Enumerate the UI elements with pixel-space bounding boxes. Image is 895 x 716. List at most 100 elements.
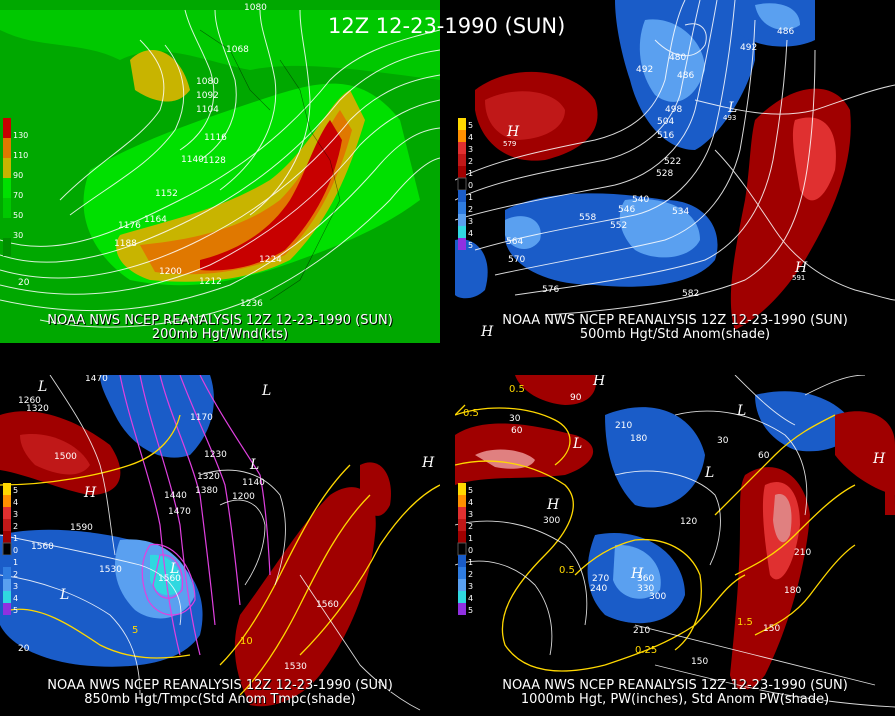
label-1320b: 1320 — [197, 472, 220, 482]
label-534: 534 — [672, 207, 689, 217]
colorbar-anom-pw: 5 4 3 2 1 0 1 2 3 4 5 — [457, 483, 473, 615]
svg-text:2: 2 — [468, 205, 473, 214]
label-1152: 1152 — [155, 189, 178, 199]
label-pw-05-top: 0.5 — [509, 384, 525, 395]
high-marker-e1000: H — [872, 451, 886, 467]
label-1104: 1104 — [196, 105, 219, 115]
label-pw-15: 1.5 — [737, 617, 753, 628]
label-1440: 1440 — [164, 491, 187, 501]
label-480: 480 — [669, 53, 686, 63]
panel-200mb-wind: 1080 1068 1080 1092 1104 1116 1140 1128 … — [0, 0, 440, 343]
low-marker-n: L — [261, 383, 271, 399]
label-120: 120 — [680, 517, 697, 527]
label-30: 30 — [509, 414, 521, 424]
svg-text:0: 0 — [468, 181, 473, 190]
label-1560b: 1560 — [158, 574, 181, 584]
high-marker-nw: H — [592, 375, 606, 389]
svg-text:0: 0 — [13, 546, 18, 555]
high-marker-850: H — [83, 485, 97, 501]
svg-text:4: 4 — [13, 594, 18, 603]
label-150: 150 — [763, 624, 780, 634]
svg-text:3: 3 — [468, 510, 473, 519]
svg-text:4: 4 — [468, 498, 473, 507]
colorbar-anom-850: 5 4 3 2 1 0 1 2 3 4 5 — [2, 483, 18, 615]
svg-text:0: 0 — [468, 546, 473, 555]
label-528: 528 — [656, 169, 673, 179]
label-1320: 1320 — [26, 404, 49, 414]
label-1128: 1128 — [203, 156, 226, 166]
label-30b: 30 — [717, 436, 729, 446]
label-558: 558 — [579, 213, 596, 223]
label-540: 540 — [632, 195, 649, 205]
svg-text:2: 2 — [13, 570, 18, 579]
svg-text:4: 4 — [468, 229, 473, 238]
label-5: 5 — [132, 625, 138, 636]
label-486-top: 486 — [777, 27, 794, 37]
svg-text:3: 3 — [13, 582, 18, 591]
high-marker-east: H — [794, 260, 808, 276]
label-300: 300 — [543, 516, 560, 526]
svg-text:3: 3 — [13, 510, 18, 519]
svg-text:1: 1 — [13, 558, 18, 567]
label-210c: 210 — [794, 548, 811, 558]
svg-text:4: 4 — [13, 498, 18, 507]
label-486: 486 — [677, 71, 694, 81]
svg-text:1: 1 — [468, 534, 473, 543]
svg-text:1: 1 — [468, 193, 473, 202]
low-marker-nw: L — [37, 379, 47, 395]
label-493: 493 — [723, 114, 736, 122]
label-1170: 1170 — [190, 413, 213, 423]
label-1188: 1188 — [114, 239, 137, 249]
map-200mb: 1080 1068 1080 1092 1104 1116 1140 1128 … — [0, 0, 440, 343]
label-1200: 1200 — [159, 267, 182, 277]
svg-text:2: 2 — [468, 570, 473, 579]
label-1176: 1176 — [118, 221, 141, 231]
label-576: 576 — [542, 285, 559, 295]
caption-line2-p2: 500mb Hgt/Std Anom(shade) — [579, 327, 771, 342]
panel-1000mb-pw: 0.5 0.5 30 60 90 210 180 120 300 270 240… — [455, 375, 895, 716]
svg-text:5: 5 — [468, 121, 473, 130]
label-570: 570 — [508, 255, 525, 265]
svg-text:3: 3 — [468, 217, 473, 226]
svg-text:130: 130 — [13, 131, 28, 140]
svg-text:2: 2 — [13, 522, 18, 531]
svg-text:4: 4 — [468, 594, 473, 603]
label-360: 360 — [637, 574, 654, 584]
svg-text:70: 70 — [13, 191, 23, 200]
map-1000mb: 0.5 0.5 30 60 90 210 180 120 300 270 240… — [455, 375, 895, 716]
label-1140: 1140 — [181, 155, 204, 165]
label-20: 20 — [18, 278, 30, 288]
high-marker-1000: H — [546, 497, 560, 513]
label-60b: 60 — [758, 451, 770, 461]
label-1530: 1530 — [99, 565, 122, 575]
caption-line2-p3: 850mb Hgt/Tmpc(Std Anom Tmpc(shade) — [84, 692, 356, 707]
low-marker-west: L — [572, 436, 582, 452]
label-504: 504 — [657, 117, 674, 127]
label-pw-05: 0.5 — [463, 408, 479, 419]
page-title: 12Z 12-23-1990 (SUN) — [328, 14, 566, 38]
label-150b: 150 — [691, 657, 708, 667]
label-300b: 300 — [649, 592, 666, 602]
label-1230: 1230 — [204, 450, 227, 460]
colorbar-wind: 130 110 90 70 50 30 — [3, 118, 28, 256]
label-1530b: 1530 — [284, 662, 307, 672]
caption-line2-p1: 200mb Hgt/Wnd(kts) — [151, 327, 289, 342]
label-1116: 1116 — [204, 133, 227, 143]
label-1236: 1236 — [240, 299, 263, 309]
label-60: 60 — [511, 426, 523, 436]
label-1560: 1560 — [31, 542, 54, 552]
label-pw-05b: 0.5 — [559, 565, 575, 576]
label-180b: 180 — [784, 586, 801, 596]
low-marker-1000: L — [704, 465, 714, 481]
label-pw-025: 0.25 — [635, 645, 657, 656]
label-240: 240 — [590, 584, 607, 594]
svg-text:4: 4 — [468, 133, 473, 142]
caption-line2-p4: 1000mb Hgt, PW(inches), Std Anom PW(shad… — [520, 692, 830, 707]
svg-text:1: 1 — [468, 558, 473, 567]
label-552: 552 — [610, 221, 627, 231]
svg-text:2: 2 — [468, 522, 473, 531]
label-20b: 20 — [18, 644, 30, 654]
label-1140: 1140 — [242, 478, 265, 488]
label-582: 582 — [682, 289, 699, 299]
label-1080: 1080 — [196, 77, 219, 87]
